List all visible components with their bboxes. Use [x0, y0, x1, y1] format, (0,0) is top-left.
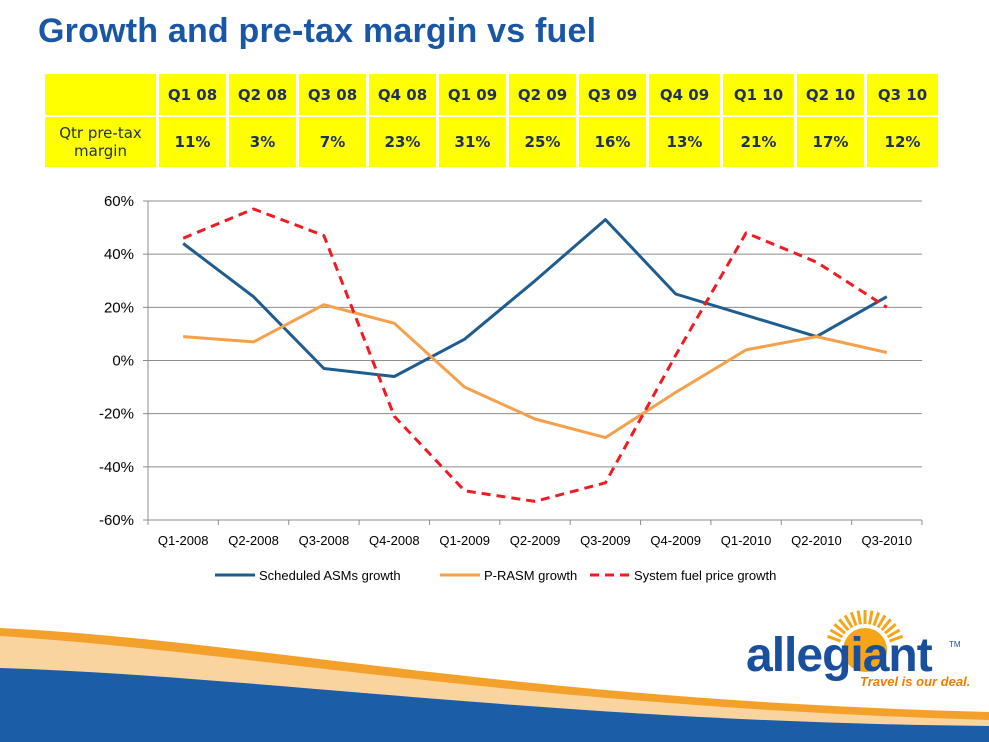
sun-ray: [826, 634, 842, 643]
margin-row-label: Qtr pre-tax margin: [45, 117, 156, 167]
margin-table-value-row: Qtr pre-tax margin 11% 3% 7% 23% 31% 25%…: [45, 117, 938, 167]
page-title: Growth and pre-tax margin vs fuel: [38, 12, 597, 50]
y-tick-label: 40%: [104, 246, 134, 263]
sun-ray: [876, 614, 887, 629]
y-tick-label: 20%: [104, 299, 134, 316]
series-line-system-fuel-price-growth: [182, 207, 888, 503]
legend-label: P-RASM growth: [484, 568, 577, 583]
series-line-scheduled-asms-growth: [182, 218, 888, 378]
y-tick-label: -20%: [99, 406, 134, 423]
margin-table-corner: [45, 74, 156, 115]
chart-legend: Scheduled ASMs growth P-RASM growth System…: [215, 568, 776, 583]
quarter-header: Q1 10: [723, 74, 794, 115]
allegiant-logo-text: allegiant: [746, 629, 933, 682]
x-tick-label: Q1-2010: [721, 533, 772, 548]
sun-ray: [886, 628, 901, 639]
margin-value: 31%: [439, 117, 506, 167]
margin-value: 25%: [509, 117, 576, 167]
legend-label: System fuel price growth: [634, 568, 776, 583]
margin-value: 21%: [723, 117, 794, 167]
sun-ray: [868, 610, 874, 625]
blue-swoosh: [0, 668, 989, 742]
margin-value: 13%: [649, 117, 720, 167]
sun-ray: [838, 618, 850, 632]
logo-tagline: Travel is our deal.: [860, 674, 971, 689]
sun-ray: [856, 610, 862, 625]
margin-value: 12%: [867, 117, 938, 167]
x-tick-label: Q3-2008: [299, 533, 350, 548]
logo-trademark: TM: [949, 640, 961, 649]
sun-logo-icon: [826, 610, 904, 672]
quarter-header: Q2 09: [509, 74, 576, 115]
quarter-header: Q2 10: [797, 74, 864, 115]
x-tick-label: Q4-2008: [369, 533, 420, 548]
legend-label: Scheduled ASMs growth: [259, 568, 401, 583]
quarter-header: Q1 09: [439, 74, 506, 115]
sun-ray: [849, 611, 858, 627]
y-tick-label: 60%: [104, 193, 134, 210]
y-tick-label: -40%: [99, 459, 134, 476]
margin-table: Q1 08 Q2 08 Q3 08 Q4 08 Q1 09 Q2 09 Q3 0…: [42, 72, 941, 169]
y-tick-label: 0%: [112, 353, 134, 370]
x-tick-label: Q2-2009: [510, 533, 561, 548]
sun-ray: [888, 634, 904, 643]
x-tick-label: Q3-2010: [862, 533, 913, 548]
x-tick-label: Q3-2009: [580, 533, 631, 548]
quarter-header: Q1 08: [159, 74, 226, 115]
margin-value: 16%: [579, 117, 646, 167]
x-tick-label: Q1-2009: [439, 533, 490, 548]
quarter-header: Q4 09: [649, 74, 720, 115]
series-line-p-rasm-growth: [183, 303, 888, 440]
sun-ray: [883, 623, 897, 635]
x-tick-label: Q2-2010: [791, 533, 842, 548]
margin-value: 3%: [229, 117, 296, 167]
y-axis-ticks: 60% 40% 20% 0% -20% -40% -60%: [99, 193, 148, 529]
x-axis-ticks: Q1-2008 Q2-2008 Q3-2008 Q4-2008 Q1-2009 Q2-20…: [158, 533, 912, 548]
margin-value: 23%: [369, 117, 436, 167]
sun-ray: [843, 614, 854, 629]
quarter-header: Q3 10: [867, 74, 938, 115]
margin-value: 17%: [797, 117, 864, 167]
x-tick-label: Q2-2008: [228, 533, 279, 548]
sun-ray: [829, 628, 844, 639]
sun-ray: [833, 623, 847, 635]
quarter-header: Q2 08: [229, 74, 296, 115]
x-tick-label: Q4-2009: [650, 533, 701, 548]
axes: [147, 201, 923, 525]
margin-table-header-row: Q1 08 Q2 08 Q3 08 Q4 08 Q1 09 Q2 09 Q3 0…: [45, 74, 938, 115]
quarter-header: Q4 08: [369, 74, 436, 115]
line-chart: 60% 40% 20% 0% -20% -40% -60% Q1-2008 Q2-2008 Q3…: [99, 193, 923, 583]
quarter-header: Q3 08: [299, 74, 366, 115]
margin-value: 7%: [299, 117, 366, 167]
margin-value: 11%: [159, 117, 226, 167]
quarter-header: Q3 09: [579, 74, 646, 115]
sun-ray: [880, 618, 892, 632]
gridlines: [148, 200, 922, 521]
x-tick-label: Q1-2008: [158, 533, 209, 548]
chart-series: [182, 207, 888, 503]
sun-ray: [872, 611, 881, 627]
y-tick-label: -60%: [99, 512, 134, 529]
